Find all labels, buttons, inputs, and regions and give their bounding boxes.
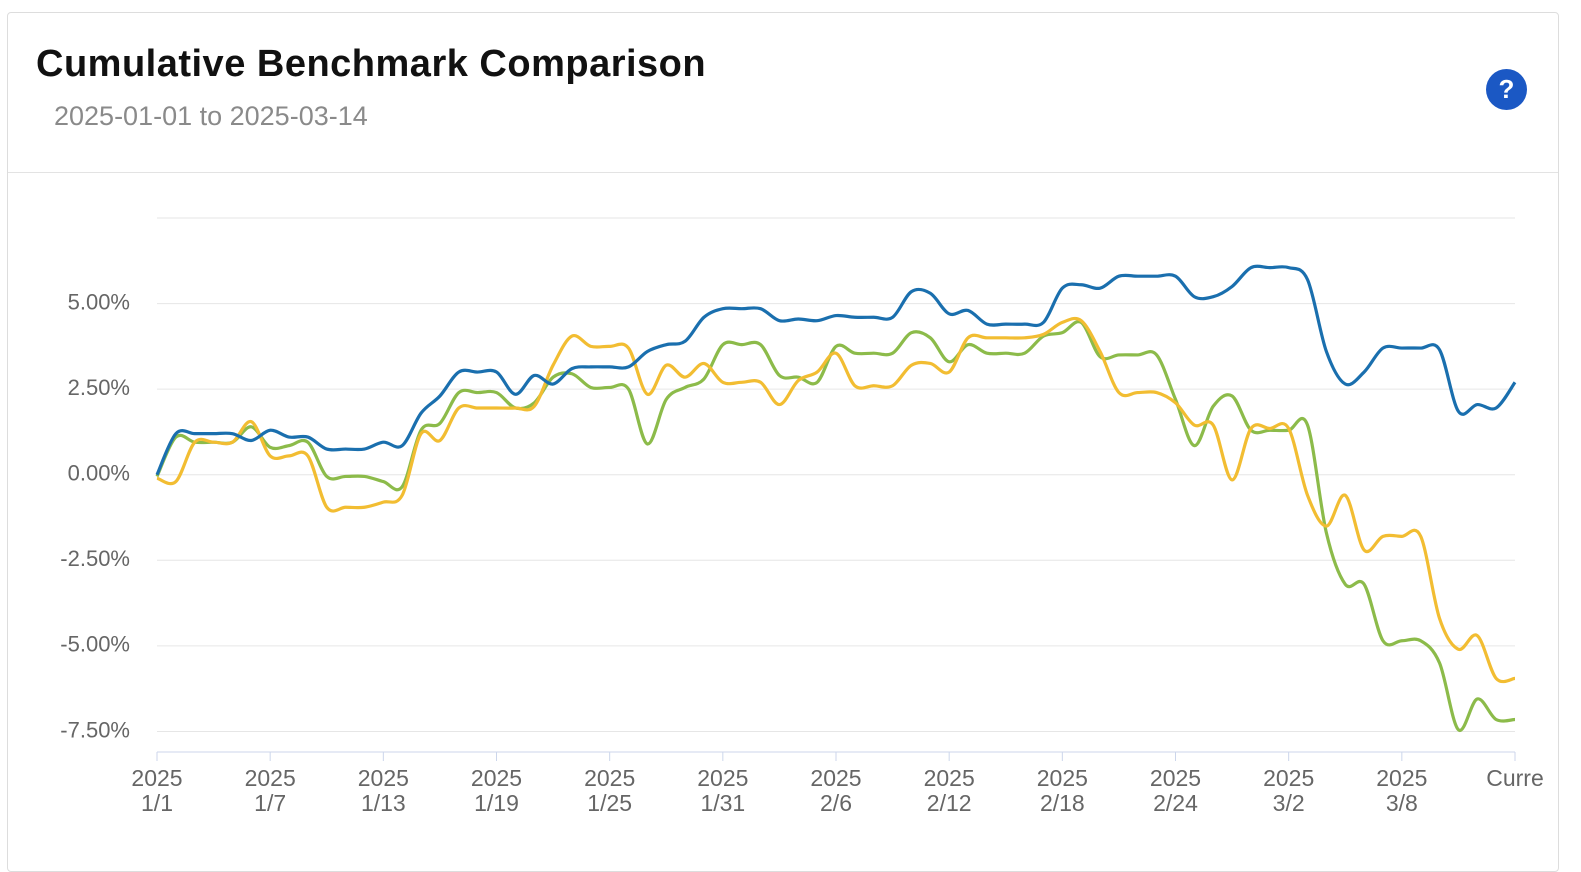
series-line [155, 320, 1516, 732]
series-line [155, 264, 1517, 476]
x-tick-label: 2025 1/13 [357, 765, 409, 816]
y-tick-label: -7.50% [60, 717, 130, 742]
x-tick-label: 2025 1/25 [584, 765, 636, 816]
x-tick-label: 2025 1/7 [244, 765, 296, 816]
y-tick-label: -2.50% [60, 546, 130, 571]
divider [8, 172, 1558, 173]
y-tick-label: 0.00% [68, 461, 130, 486]
y-tick-label: -5.00% [60, 632, 130, 657]
x-tick-label: Curre [1486, 765, 1544, 791]
x-tick-label: 2025 1/19 [470, 765, 523, 816]
card: Cumulative Benchmark Comparison 2025-01-… [7, 12, 1559, 872]
x-tick-label: 2025 2/6 [810, 765, 862, 816]
x-tick-label: 2025 2/24 [1149, 765, 1202, 816]
x-tick-label: 2025 1/31 [697, 765, 749, 816]
chart-subtitle: 2025-01-01 to 2025-03-14 [54, 101, 368, 131]
x-tick-label: 2025 3/8 [1376, 765, 1428, 816]
help-button[interactable]: ? [1486, 69, 1527, 110]
x-tick-label: 2025 3/2 [1263, 765, 1315, 816]
y-tick-label: 2.50% [68, 375, 130, 400]
x-tick-label: 2025 1/1 [131, 765, 183, 816]
y-tick-label: 5.00% [68, 289, 130, 314]
x-tick-label: 2025 2/12 [923, 765, 975, 816]
x-tick-label: 2025 2/18 [1036, 765, 1088, 816]
chart-title: Cumulative Benchmark Comparison [36, 43, 707, 85]
series-line [156, 316, 1516, 684]
